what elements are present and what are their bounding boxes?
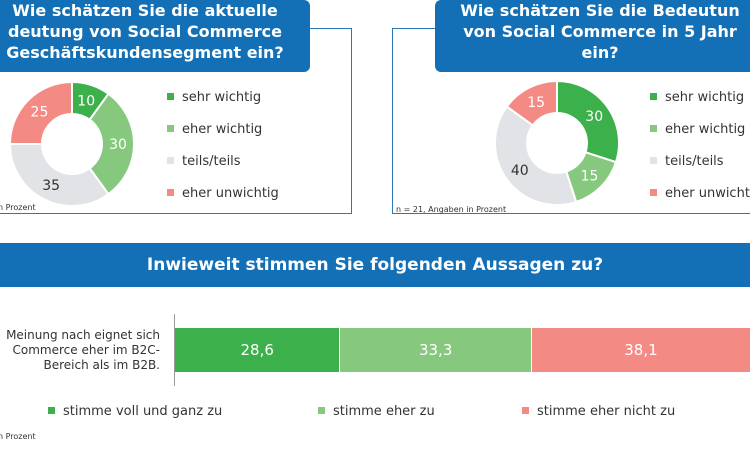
legend-item-stimme-voll: stimme voll und ganz zu: [48, 404, 222, 419]
statement-line: Meinung nach eignet sich: [6, 328, 160, 342]
slice-value-label: 15: [581, 169, 599, 185]
statement-line: Commerce eher im B2C-: [12, 343, 160, 357]
slice-value-label: 10: [77, 93, 95, 109]
legend-label: sehr wichtig: [182, 90, 262, 105]
title-line: Wie schätzen Sie die aktuelle: [12, 1, 278, 20]
legend-swatch: [167, 189, 174, 196]
legend-swatch: [167, 157, 174, 164]
title-line: ein?: [581, 43, 619, 62]
slice-teils-teils: [494, 105, 578, 206]
legend-item-stimme-eher: stimme eher zu: [318, 404, 435, 419]
bar-category-label: Meinung nach eignet sich Commerce eher i…: [0, 328, 160, 373]
slice-value-label: 15: [527, 95, 545, 111]
legend-swatch: [522, 407, 529, 414]
title-future-importance: Wie schätzen Sie die Bedeutun von Social…: [435, 0, 750, 72]
bar-segment-stimme-eher: 33,3: [340, 328, 531, 372]
legend-swatch: [167, 93, 174, 100]
slice-teils-teils: [8, 143, 110, 207]
title-line: von Social Commerce in 5 Jahr: [463, 22, 737, 41]
legend-swatch: [167, 125, 174, 132]
donut-chart-future: 30 15 40 15: [494, 79, 620, 206]
slice-eher-wichtig: [88, 92, 135, 196]
legend-swatch: [318, 407, 325, 414]
legend-item-sehr-wichtig: sehr wichtig: [650, 90, 744, 105]
legend-item-eher-unwichtig: eher unwichtig: [167, 186, 279, 201]
statement-line: Bereich als im B2B.: [43, 358, 160, 372]
title-current-importance: Wie schätzen Sie die aktuelle deutung vo…: [0, 0, 310, 72]
slice-value-label: 30: [109, 137, 127, 153]
legend-item-teils-teils: teils/teils: [167, 154, 241, 169]
bar-value-label: 38,1: [624, 341, 658, 359]
legend-label: sehr wichtig: [665, 90, 745, 105]
legend-label: eher wichtig: [182, 122, 263, 137]
bar-value-label: 28,6: [240, 341, 274, 359]
slice-value-label: 25: [31, 104, 49, 120]
legend-label: stimme eher nicht zu: [537, 404, 676, 419]
legend-label: teils/teils: [182, 154, 241, 169]
legend-swatch: [48, 407, 55, 414]
axis-divider: [174, 314, 175, 386]
legend-swatch: [650, 125, 657, 132]
slice-value-label: 35: [42, 178, 60, 194]
note-right: n = 21, Angaben in Prozent: [396, 205, 507, 214]
legend-swatch: [650, 157, 657, 164]
legend-swatch: [650, 189, 657, 196]
legend-label: stimme voll und ganz zu: [63, 404, 223, 419]
donut-chart-current: 10 30 35 25: [8, 80, 135, 207]
legend-item-teils-teils: teils/teils: [650, 154, 724, 169]
legend-item-eher-wichtig: eher wichtig: [167, 122, 262, 137]
title-line: deutung von Social Commerce: [7, 22, 283, 41]
bar-value-label: 33,3: [418, 341, 453, 359]
legend-item-sehr-wichtig: sehr wichtig: [167, 90, 261, 105]
note-bottom: n Prozent: [0, 432, 36, 441]
title-line: Wie schätzen Sie die Bedeutun: [460, 1, 740, 20]
slice-value-label: 40: [511, 163, 529, 179]
bar-segment-stimme-eher-nicht: 38,1: [531, 328, 750, 372]
legend-item-eher-unwichtig: eher unwichti: [650, 186, 750, 201]
slice-eher-unwichtig: [505, 79, 558, 127]
slice-value-label: 30: [585, 109, 603, 125]
legend-swatch: [650, 93, 657, 100]
title-line: Geschäftskundensegment ein?: [6, 43, 284, 62]
legend-item-stimme-eher-nicht: stimme eher nicht zu: [522, 404, 675, 419]
bar-segment-stimme-voll: 28,6: [175, 328, 340, 372]
note-left: n Prozent: [0, 203, 36, 212]
legend-item-eher-wichtig: eher wichtig: [650, 122, 745, 137]
legend-label: stimme eher zu: [333, 404, 435, 419]
slice-sehr-wichtig: [556, 79, 620, 164]
legend-label: eher wichtig: [665, 122, 746, 137]
legend-label: eher unwichti: [665, 186, 750, 201]
legend-label: teils/teils: [665, 154, 724, 169]
slice-eher-unwichtig: [8, 80, 73, 145]
section-banner: Inwieweit stimmen Sie folgenden Aussagen…: [0, 243, 750, 287]
legend-label: eher unwichtig: [182, 186, 279, 201]
